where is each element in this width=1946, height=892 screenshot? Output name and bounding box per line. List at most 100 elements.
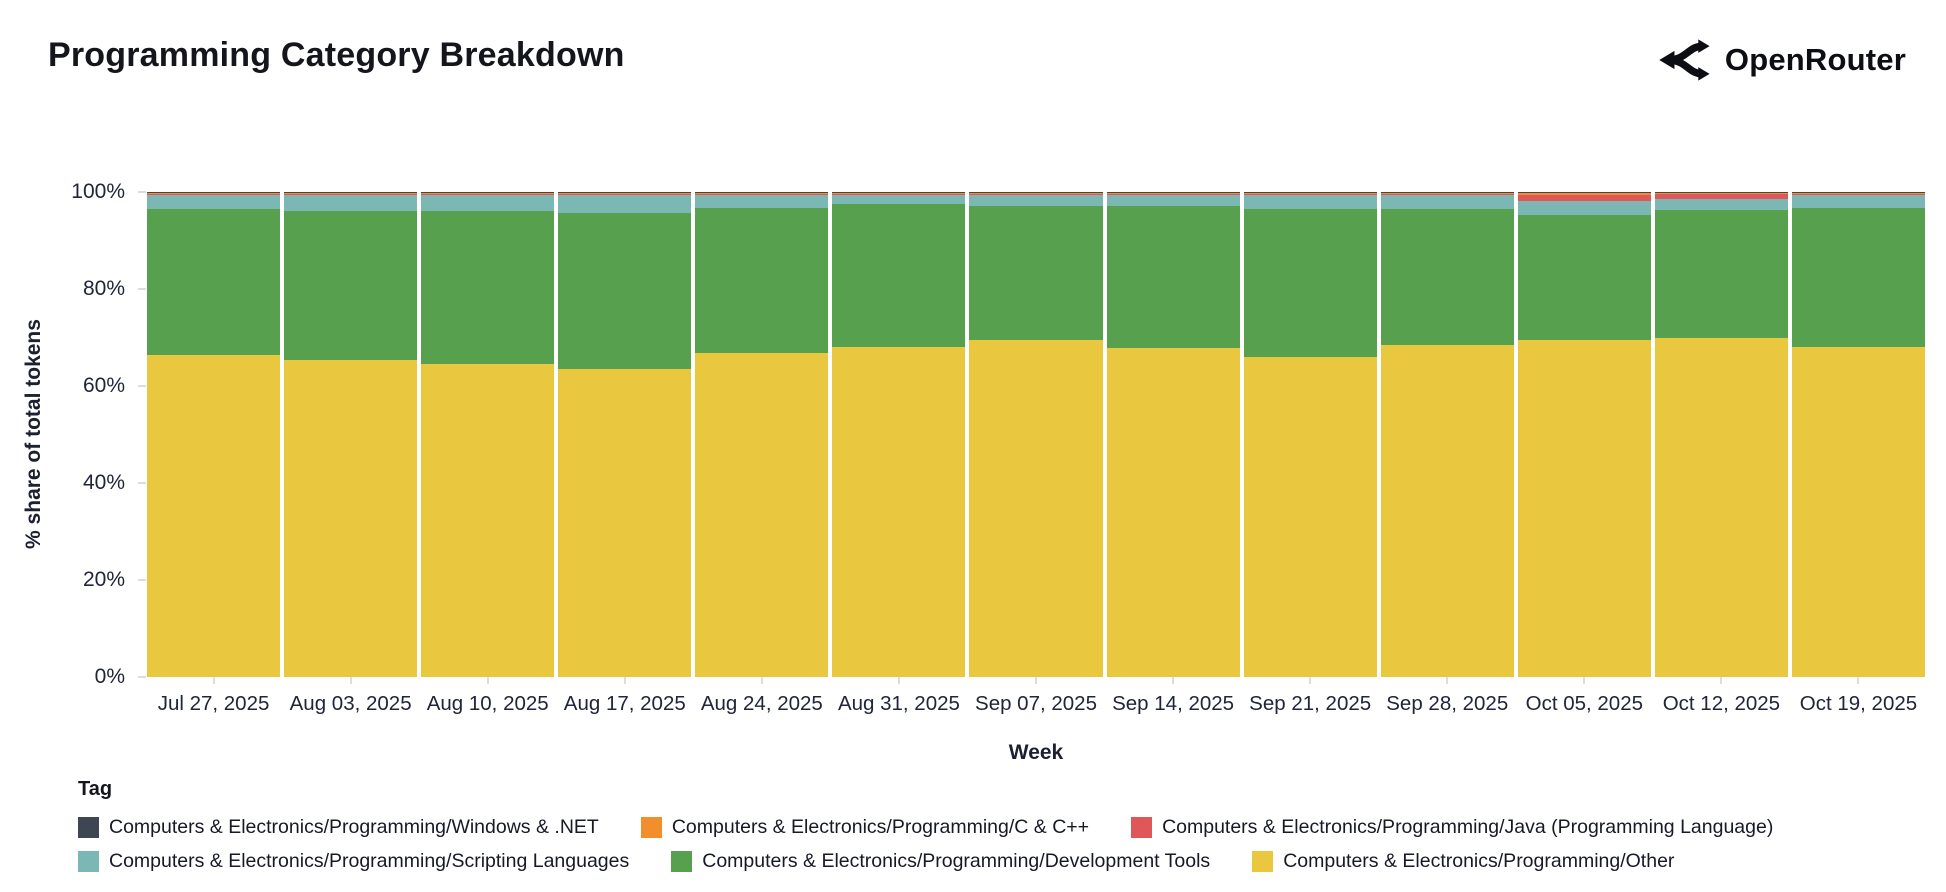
bar-segment-scripting[interactable]: [558, 194, 692, 213]
stacked-bar-sep-14-2025[interactable]: [1106, 192, 1240, 677]
bar-segment-cpp[interactable]: [284, 192, 418, 195]
bar-segment-other[interactable]: [284, 359, 418, 677]
bar-segment-scripting[interactable]: [1380, 194, 1514, 209]
stacked-bar-aug-31-2025[interactable]: [832, 192, 966, 677]
legend-item-cpp[interactable]: Computers & Electronics/Programming/C & …: [640, 816, 1090, 839]
bar-segment-dev_tools[interactable]: [284, 210, 418, 360]
x-tick-mark: [1446, 677, 1449, 684]
stacked-bar-oct-19-2025[interactable]: [1791, 192, 1926, 677]
bar-segment-scripting[interactable]: [1791, 194, 1926, 209]
bar-segment-cpp[interactable]: [1380, 192, 1514, 195]
bar-segment-other[interactable]: [1380, 344, 1514, 677]
legend-label: Computers & Electronics/Programming/Othe…: [1283, 850, 1675, 872]
bar-segment-other[interactable]: [1106, 348, 1240, 677]
legend-swatch-dev_tools: [671, 851, 693, 872]
x-tick-mark: [1857, 677, 1860, 684]
bar-segment-other[interactable]: [832, 347, 966, 677]
bar-segment-other[interactable]: [421, 363, 555, 677]
stacked-bar-aug-24-2025[interactable]: [695, 192, 829, 677]
bar-segment-scripting[interactable]: [832, 194, 966, 205]
bar-segment-other[interactable]: [1243, 356, 1377, 677]
openrouter-logo: OpenRouter: [1658, 34, 1906, 86]
bar-segment-cpp[interactable]: [969, 192, 1103, 195]
legend-item-scripting[interactable]: Computers & Electronics/Programming/Scri…: [78, 850, 629, 873]
bar-segment-dev_tools[interactable]: [421, 210, 555, 364]
x-tick-label: Aug 03, 2025: [289, 692, 412, 715]
bar-segment-scripting[interactable]: [1106, 194, 1240, 207]
bar-segment-scripting[interactable]: [147, 194, 281, 209]
bar-segment-other[interactable]: [558, 369, 692, 677]
y-tick-mark: [138, 288, 146, 290]
x-tick-label: Aug 17, 2025: [563, 692, 686, 715]
legend-item-dev_tools[interactable]: Computers & Electronics/Programming/Deve…: [671, 850, 1210, 873]
y-tick-label: 20%: [82, 568, 125, 591]
bar-segment-scripting[interactable]: [695, 194, 829, 209]
bar-segment-other[interactable]: [147, 355, 281, 677]
bar-segment-dev_tools[interactable]: [1106, 206, 1240, 349]
bar-segment-other[interactable]: [1517, 339, 1651, 677]
x-tick-label: Aug 31, 2025: [837, 692, 960, 715]
bar-segment-other[interactable]: [695, 353, 829, 677]
bar-segment-cpp[interactable]: [1243, 192, 1377, 195]
bar-segment-dev_tools[interactable]: [1654, 209, 1788, 339]
x-tick-cell: [284, 677, 417, 685]
x-tick-mark: [349, 677, 352, 684]
bar-segment-dev_tools[interactable]: [969, 206, 1103, 340]
legend-item-other[interactable]: Computers & Electronics/Programming/Othe…: [1252, 850, 1674, 873]
stacked-bar-oct-05-2025[interactable]: [1517, 192, 1651, 677]
bar-segment-cpp[interactable]: [1106, 192, 1240, 195]
bar-segment-scripting[interactable]: [1654, 199, 1788, 210]
bar-segment-scripting[interactable]: [1517, 200, 1651, 215]
bar-segment-scripting[interactable]: [1243, 194, 1377, 209]
x-tick-cell: [147, 677, 280, 685]
bar-segment-cpp[interactable]: [1791, 192, 1926, 195]
bar-segment-scripting[interactable]: [284, 194, 418, 211]
x-tick-label: Jul 27, 2025: [157, 692, 270, 715]
legend-rows: Computers & Electronics/Programming/Wind…: [78, 816, 1773, 873]
bar-segment-dev_tools[interactable]: [695, 208, 829, 354]
stacked-bar-aug-03-2025[interactable]: [284, 192, 418, 677]
stacked-bar-sep-28-2025[interactable]: [1380, 192, 1514, 677]
bar-segment-scripting[interactable]: [969, 194, 1103, 207]
bar-segment-dev_tools[interactable]: [1791, 208, 1926, 348]
x-tick-cell: [1381, 677, 1514, 685]
bar-segment-java[interactable]: [1654, 194, 1788, 200]
bar-segment-other[interactable]: [1654, 338, 1788, 677]
stacked-bar-aug-17-2025[interactable]: [558, 192, 692, 677]
stacked-bar-sep-21-2025[interactable]: [1243, 192, 1377, 677]
legend-item-java[interactable]: Computers & Electronics/Programming/Java…: [1131, 816, 1773, 839]
bar-segment-cpp[interactable]: [421, 192, 555, 195]
y-tick-label: 80%: [82, 277, 125, 300]
x-tick-mark: [623, 677, 626, 684]
bar-segment-cpp[interactable]: [695, 192, 829, 195]
x-tick-label: Oct 19, 2025: [1799, 692, 1918, 715]
bar-segment-java[interactable]: [1517, 194, 1651, 201]
bar-segment-dev_tools[interactable]: [147, 208, 281, 356]
bar-segment-dev_tools[interactable]: [558, 212, 692, 370]
stacked-bar-jul-27-2025[interactable]: [147, 192, 281, 677]
bar-segment-windows[interactable]: [1517, 192, 1651, 193]
y-tick-label: 40%: [82, 471, 125, 494]
stacked-bar-aug-10-2025[interactable]: [421, 192, 555, 677]
bar-segment-cpp[interactable]: [147, 192, 281, 195]
bar-segment-cpp[interactable]: [832, 192, 966, 195]
x-tick-cell: [1107, 677, 1240, 685]
bar-segment-scripting[interactable]: [421, 194, 555, 211]
legend-row: Computers & Electronics/Programming/Wind…: [78, 816, 1773, 839]
legend-item-windows[interactable]: Computers & Electronics/Programming/Wind…: [78, 816, 599, 839]
legend-label: Computers & Electronics/Programming/C & …: [671, 816, 1090, 838]
bar-segment-dev_tools[interactable]: [1517, 214, 1651, 340]
bar-segment-dev_tools[interactable]: [1243, 208, 1377, 357]
bar-segment-other[interactable]: [969, 339, 1103, 677]
bar-segment-dev_tools[interactable]: [1380, 208, 1514, 345]
stacked-bar-sep-07-2025[interactable]: [969, 192, 1103, 677]
x-tick-mark: [486, 677, 489, 684]
bar-segment-other[interactable]: [1791, 347, 1926, 677]
bar-segment-cpp[interactable]: [1517, 193, 1651, 195]
stacked-bar-oct-12-2025[interactable]: [1654, 192, 1788, 677]
y-tick-label: 0%: [94, 665, 125, 688]
bar-segment-dev_tools[interactable]: [832, 204, 966, 348]
bar-segment-cpp[interactable]: [1654, 192, 1788, 195]
bar-segment-cpp[interactable]: [558, 192, 692, 195]
page-title: Programming Category Breakdown: [48, 36, 625, 74]
